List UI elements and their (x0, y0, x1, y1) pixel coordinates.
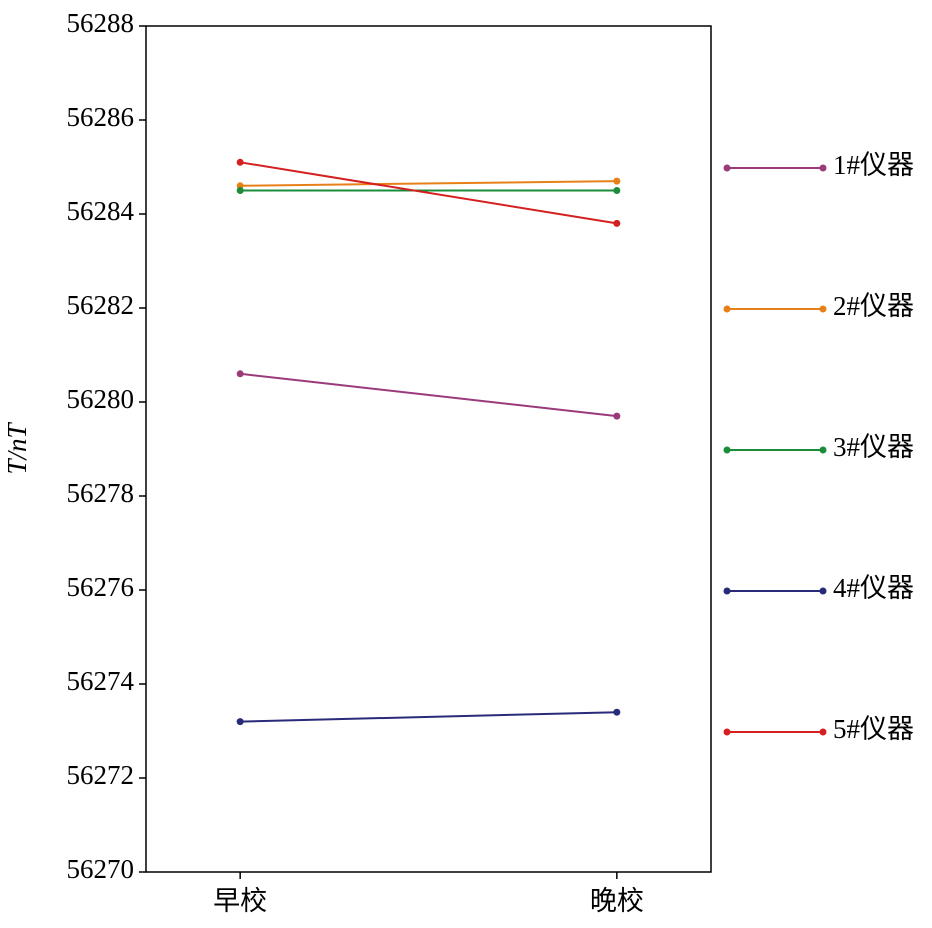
legend-label: 1#仪器 (833, 150, 914, 180)
series-line (240, 372, 617, 418)
y-tick-label: 56278 (67, 478, 135, 508)
point (613, 219, 621, 227)
legend-marker (723, 446, 731, 454)
legend-marker (819, 587, 827, 595)
point (613, 412, 621, 420)
y-tick-label: 56288 (67, 8, 135, 38)
point (613, 187, 621, 194)
y-axis-label: T/nT (2, 422, 32, 475)
legend-marker (819, 728, 827, 736)
point (236, 158, 244, 166)
x-tick-label: 晚校 (590, 886, 644, 916)
y-tick-label: 56282 (67, 290, 135, 320)
y-tick-label: 56284 (67, 196, 135, 226)
point (236, 718, 244, 726)
legend-label: 2#仪器 (833, 291, 914, 321)
point (236, 187, 244, 194)
legend-label: 3#仪器 (833, 432, 914, 462)
y-tick-label: 56274 (67, 666, 135, 696)
y-tick-label: 56286 (67, 102, 135, 132)
legend-marker (723, 587, 731, 595)
legend-marker (819, 305, 827, 313)
x-tick-label: 早校 (213, 886, 267, 916)
point (236, 370, 244, 378)
y-tick-label: 56280 (67, 384, 135, 414)
legend-marker (723, 728, 731, 736)
legend-marker (723, 164, 731, 172)
legend-marker (723, 305, 731, 313)
plot-frame (145, 25, 712, 873)
y-tick-label: 56270 (67, 854, 135, 884)
series-line (240, 161, 617, 225)
legend-label: 5#仪器 (833, 714, 914, 744)
legend-label: 4#仪器 (833, 573, 914, 603)
legend-marker (819, 446, 827, 454)
y-tick-label: 56276 (67, 572, 135, 602)
y-tick-label: 56272 (67, 760, 135, 790)
series-line (240, 180, 617, 187)
point (613, 177, 621, 185)
point (613, 708, 621, 716)
legend-marker (819, 164, 827, 172)
series-line (240, 711, 617, 723)
